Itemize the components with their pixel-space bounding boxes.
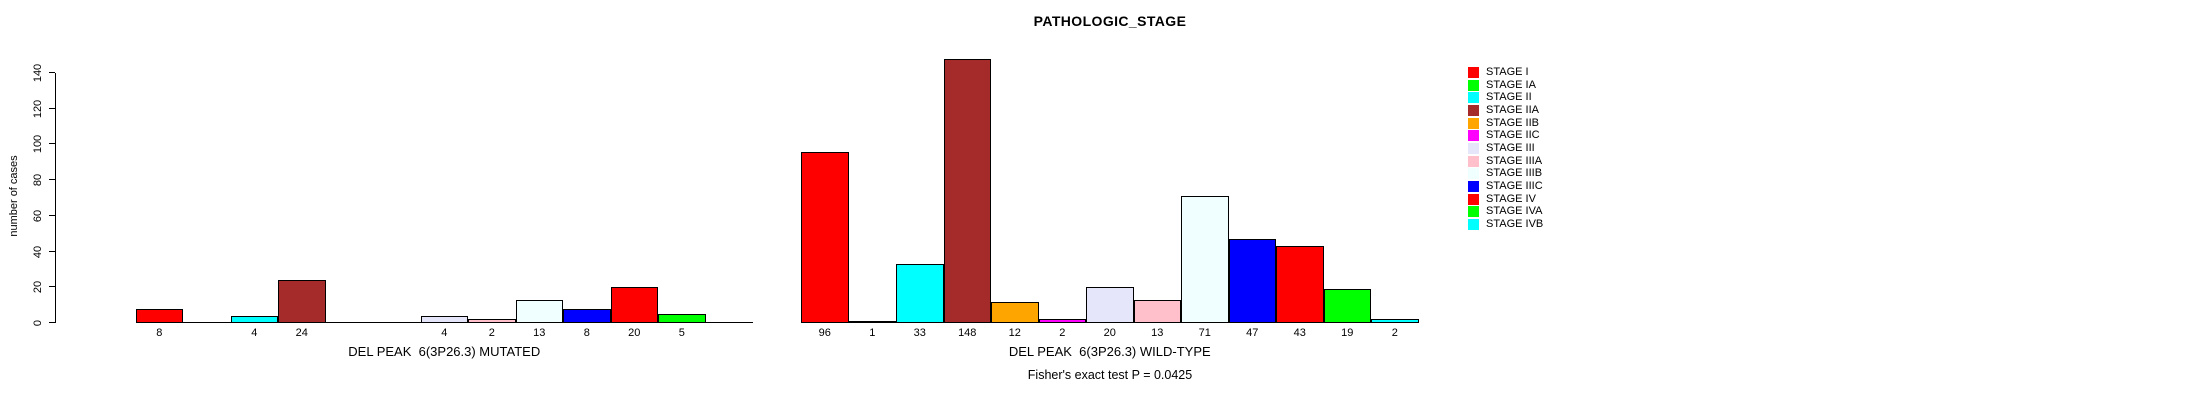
bar-value-label: 12 <box>1008 327 1021 339</box>
bar-value-label: 4 <box>441 327 448 339</box>
fisher-test-note: Fisher's exact test P = 0.0425 <box>1027 368 1193 382</box>
y-tick-label: 0 <box>32 319 44 327</box>
bar-stage-iii <box>1086 287 1134 323</box>
legend-label: STAGE IIIB <box>1486 167 1543 180</box>
bar-stage-iiib <box>1181 196 1229 323</box>
bar-value-label: 2 <box>1059 327 1066 339</box>
y-tick-mark <box>49 322 55 323</box>
legend-swatch <box>1468 155 1479 167</box>
bar-stage-i <box>801 151 849 323</box>
y-tick-mark <box>49 250 55 252</box>
bar-value-label: 24 <box>295 327 308 339</box>
group-x-label: DEL PEAK 6(3P26.3) MUTATED <box>348 344 541 359</box>
legend-swatch <box>1468 181 1479 193</box>
legend-label: STAGE IIC <box>1486 129 1540 142</box>
y-tick-mark <box>49 286 55 288</box>
legend-label: STAGE II <box>1486 91 1532 104</box>
bar-stage-iiia <box>468 319 516 323</box>
legend-swatch <box>1468 219 1479 231</box>
bar-value-label: 19 <box>1341 327 1354 339</box>
bar-value-label: 96 <box>818 327 831 339</box>
bar-stage-i <box>135 308 183 323</box>
y-tick-label: 120 <box>32 99 44 118</box>
bar-stage-iiic <box>563 308 611 323</box>
bar-stage-ivb <box>1371 319 1419 323</box>
y-tick-label: 140 <box>32 63 44 83</box>
legend-label: STAGE IIIA <box>1486 154 1543 167</box>
legend-label: STAGE IIA <box>1486 104 1539 116</box>
y-tick-mark <box>49 214 55 216</box>
legend-label: STAGE III <box>1486 142 1535 155</box>
bar-stage-ii <box>230 315 278 323</box>
y-tick-mark <box>49 107 55 109</box>
legend-swatch <box>1468 143 1479 155</box>
bar-stage-ii <box>896 264 944 323</box>
bar-value-label: 20 <box>1103 327 1116 339</box>
legend-label: STAGE IVA <box>1486 205 1543 218</box>
legend-label: STAGE IA <box>1486 78 1536 91</box>
bar-stage-iiic <box>1228 239 1276 323</box>
y-tick-mark <box>49 179 55 181</box>
bar-value-label: 2 <box>488 327 495 339</box>
legend-swatch <box>1468 79 1479 91</box>
legend-swatch <box>1468 206 1479 218</box>
legend-swatch <box>1468 193 1479 205</box>
bar-value-label: 33 <box>913 327 926 339</box>
bar-value-label: 71 <box>1198 327 1211 339</box>
legend-swatch <box>1468 117 1479 129</box>
legend-label: STAGE IVB <box>1486 218 1544 231</box>
bar-stage-iva <box>658 314 706 323</box>
legend-label: STAGE IIIC <box>1486 180 1543 193</box>
bar-stage-iib <box>991 301 1039 323</box>
bar-value-label: 13 <box>1151 327 1164 339</box>
bar-stage-iv <box>1276 246 1324 323</box>
bar-stage-iva <box>1323 289 1371 323</box>
legend-swatch <box>1468 130 1479 142</box>
legend-label: STAGE IV <box>1486 192 1536 205</box>
legend-swatch <box>1468 168 1479 180</box>
y-tick-label: 40 <box>32 245 44 258</box>
bar-value-label: 13 <box>533 327 546 339</box>
bar-value-label: 43 <box>1293 327 1306 339</box>
legend-swatch <box>1468 92 1479 104</box>
bar-value-label: 1 <box>869 327 876 339</box>
group-x-label: DEL PEAK 6(3P26.3) WILD-TYPE <box>1008 344 1211 359</box>
legend-swatch <box>1468 105 1479 116</box>
bar-stage-iiib <box>515 299 563 323</box>
bar-value-label: 2 <box>1391 327 1398 339</box>
bar-value-label: 148 <box>958 327 977 339</box>
bar-stage-iic <box>1038 319 1086 323</box>
y-tick-mark <box>49 143 55 145</box>
bar-stage-ia <box>848 321 896 323</box>
legend-label: STAGE IIB <box>1486 116 1539 129</box>
bar-value-label: 20 <box>628 327 641 339</box>
y-tick-label: 100 <box>32 135 44 154</box>
bar-stage-iv <box>610 287 658 323</box>
bar-stage-iii <box>420 315 468 323</box>
bar-value-label: 8 <box>583 327 590 339</box>
bar-value-label: 47 <box>1246 327 1259 339</box>
bar-value-label: 5 <box>678 327 685 339</box>
y-tick-mark <box>49 72 55 73</box>
y-axis-line <box>55 73 56 323</box>
legend-label: STAGE I <box>1486 66 1529 78</box>
legend-swatch <box>1468 67 1479 78</box>
y-tick-label: 20 <box>32 281 44 294</box>
bar-value-label: 8 <box>156 327 163 339</box>
chart-title: PATHOLOGIC_STAGE <box>1033 13 1187 29</box>
y-tick-label: 80 <box>32 174 44 187</box>
bar-stage-iiia <box>1133 299 1181 323</box>
bar-stage-iia <box>943 58 991 323</box>
bar-value-label: 4 <box>251 327 258 339</box>
y-tick-label: 60 <box>32 209 44 222</box>
bar-stage-iia <box>278 280 326 323</box>
y-axis-label: number of cases <box>8 155 20 237</box>
